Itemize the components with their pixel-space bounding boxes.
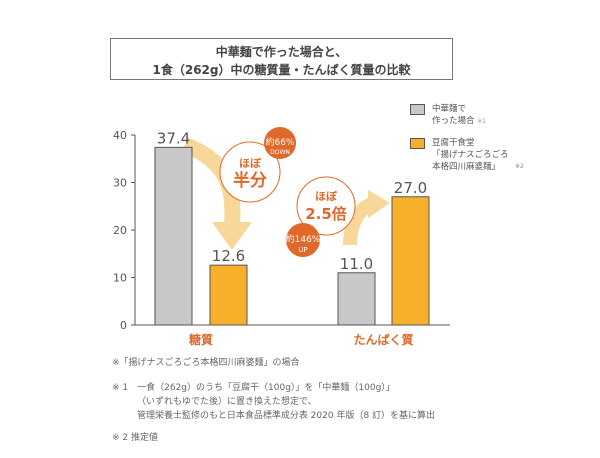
- note-1b: （いずれもゆでた後）に置き換えた想定で、: [137, 397, 317, 407]
- bars-group: 37.4 11.0 12.6 27.0 糖質 たんぱく質: [154, 129, 430, 347]
- legend-orange-note: ※2: [515, 163, 524, 170]
- data-label: 27.0: [394, 179, 427, 197]
- times-top: ほぼ: [315, 190, 338, 203]
- bar-0-1: [209, 264, 248, 326]
- bar-0-0: [154, 146, 193, 326]
- down-arrow-head: [212, 222, 252, 250]
- category-label: たんぱく質: [353, 332, 413, 347]
- legend-gray-line1: 中華麺で: [432, 104, 467, 114]
- y-tick-label: 0: [120, 319, 127, 332]
- legend-swatch-gray: [410, 104, 425, 115]
- legend-gray: 中華麺で 作った場合 ※1: [432, 103, 486, 128]
- times-main: 2.5倍: [305, 205, 347, 223]
- legend-orange-line3: 本格四川麻婆麺」: [432, 162, 501, 172]
- bar-1-0: [337, 272, 376, 326]
- title-line-2: 1食（262g）中の糖質量・たんぱく質量の比較: [152, 63, 411, 77]
- bar-1-1: [391, 196, 430, 326]
- data-label: 37.4: [157, 129, 190, 147]
- legend-orange-line1: 豆腐干食堂: [432, 138, 475, 148]
- y-tick-label: 10: [113, 272, 127, 285]
- category-label: 糖質: [189, 332, 213, 347]
- y-tick-label: 40: [113, 129, 127, 142]
- y-tick-label: 30: [113, 177, 127, 190]
- legend-orange: 豆腐干食堂 「揚げナスごろごろ 本格四川麻婆麺」: [432, 137, 509, 173]
- note-1c: 管理栄養士監修のもと日本食品標準成分表 2020 年版（8 訂）を基に算出: [137, 411, 436, 421]
- legend-gray-note: ※1: [477, 118, 487, 125]
- half-circle: [219, 141, 281, 203]
- data-label: 12.6: [212, 247, 245, 265]
- annotations: ほぼ 半分 約66% DOWN ほぼ 2.5倍 約146% UP: [219, 127, 356, 257]
- times-badge: [286, 223, 320, 257]
- times-badge-top: 約146%: [286, 233, 321, 245]
- note-1a: ※ 1 一食（262g）のうち「豆腐干（100g）」を「中華麺（100g）」: [112, 383, 395, 393]
- half-badge: [264, 127, 296, 159]
- legend-swatch-orange: [410, 138, 425, 149]
- times-badge-bottom: UP: [298, 246, 307, 254]
- up-arrow-head: [368, 190, 390, 218]
- y-tick-label: 20: [113, 224, 127, 237]
- legend-gray-line2: 作った場合: [432, 116, 475, 126]
- half-top: ほぼ: [239, 157, 262, 170]
- legend-orange-line2: 「揚げナスごろごろ: [432, 150, 509, 160]
- note-0: ※「揚げナスごろごろ本格四川麻婆麺」の場合: [112, 358, 300, 368]
- note-2: ※ 2 推定値: [112, 433, 158, 443]
- times-circle: [296, 176, 356, 236]
- chart-title: 中華麺で作った場合と、 1食（262g）中の糖質量・たんぱく質量の比較: [110, 38, 453, 80]
- title-line-1: 中華麺で作った場合と、: [215, 45, 348, 59]
- data-label: 11.0: [340, 255, 373, 273]
- half-main: 半分: [233, 170, 267, 191]
- half-badge-top: 約66%: [265, 136, 294, 148]
- half-badge-bottom: DOWN: [270, 149, 290, 156]
- legend-gray-row2: 作った場合 ※1: [432, 115, 486, 128]
